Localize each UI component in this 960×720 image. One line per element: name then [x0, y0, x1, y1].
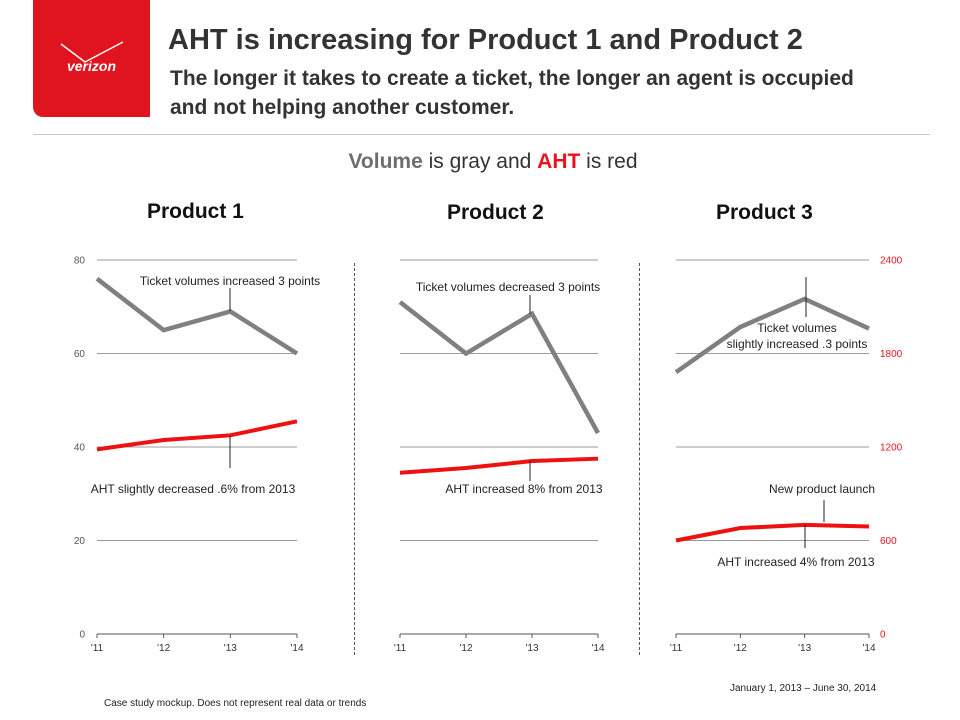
- panel-separator-2: [639, 263, 640, 655]
- panel-separator-1: [354, 263, 355, 655]
- panel-title-product-3: Product 3: [716, 201, 813, 224]
- annotation-text: AHT increased 8% from 2013: [445, 482, 603, 496]
- verizon-logo: verizon: [33, 0, 150, 117]
- panel-title-product-1: Product 1: [147, 200, 244, 223]
- header-divider: [33, 134, 930, 135]
- x-tick-label: '11: [670, 643, 683, 654]
- legend-aht: AHT: [537, 150, 581, 173]
- x-tick-label: '13: [525, 643, 538, 654]
- legend-volume: Volume: [348, 150, 423, 173]
- annotation-text: slightly increased .3 points: [727, 337, 868, 351]
- footer-disclaimer: Case study mockup. Does not represent re…: [104, 698, 367, 709]
- legend-text-2: is red: [580, 150, 638, 173]
- volume-line: [674, 296, 870, 375]
- annotation-text: Ticket volumes decreased 3 points: [416, 280, 600, 294]
- aht-line: [399, 456, 599, 475]
- x-tick-label: '12: [459, 643, 472, 654]
- y-tick-label: 0: [880, 630, 886, 641]
- footer-date-range: January 1, 2013 – June 30, 2014: [730, 683, 877, 694]
- x-tick-label: '11: [394, 643, 407, 654]
- x-tick-label: '14: [591, 643, 604, 654]
- aht-line: [96, 419, 298, 452]
- y-tick-label: 20: [74, 536, 86, 547]
- y-tick-label: 80: [74, 256, 86, 267]
- annotation-text: Ticket volumes: [757, 321, 837, 335]
- x-tick-label: '14: [290, 643, 303, 654]
- x-tick-label: '13: [224, 643, 237, 654]
- chart-legend: Volume is gray and AHT is red: [0, 150, 960, 174]
- y-tick-label: 0: [79, 630, 85, 641]
- annotation-text: Ticket volumes increased 3 points: [140, 274, 320, 288]
- panel-title-product-2: Product 2: [447, 201, 544, 224]
- legend-text-1: is gray and: [422, 150, 538, 173]
- y-tick-label: 600: [880, 536, 897, 547]
- annotation-text: AHT slightly decreased .6% from 2013: [91, 482, 296, 496]
- logo-text: verizon: [66, 58, 116, 74]
- page-title: AHT is increasing for Product 1 and Prod…: [168, 24, 803, 56]
- page-subtitle: The longer it takes to create a ticket, …: [170, 67, 854, 119]
- x-tick-label: '13: [798, 643, 811, 654]
- aht-line: [675, 522, 870, 543]
- x-tick-label: '14: [862, 643, 875, 654]
- x-tick-label: '12: [157, 643, 170, 654]
- y-tick-label: 60: [74, 349, 86, 360]
- volume-line: [398, 300, 600, 435]
- y-tick-label: 40: [74, 443, 86, 454]
- x-tick-label: '11: [91, 643, 104, 654]
- annotation-text: AHT increased 4% from 2013: [717, 555, 875, 569]
- y-tick-label: 1200: [880, 443, 903, 454]
- volume-line: [95, 276, 299, 356]
- x-tick-label: '12: [734, 643, 747, 654]
- y-tick-label: 1800: [880, 349, 903, 360]
- checkmark-icon: [60, 41, 124, 63]
- annotation-text: New product launch: [769, 482, 875, 496]
- y-tick-label: 2400: [880, 256, 903, 267]
